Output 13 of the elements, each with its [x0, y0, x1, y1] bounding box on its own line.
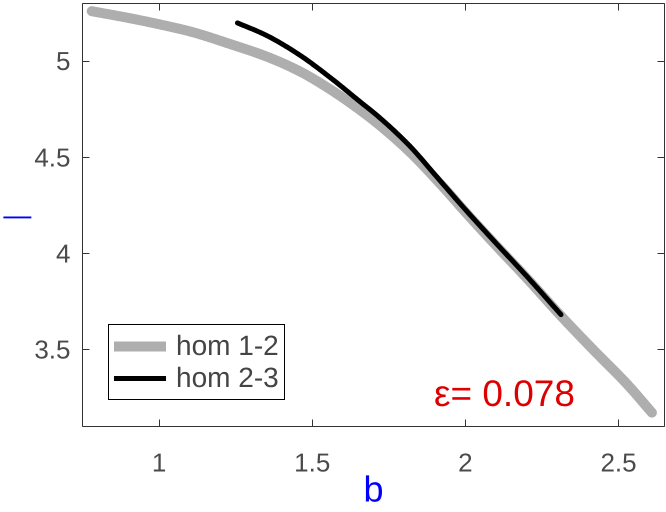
x-tick-label: 2.5 [600, 448, 637, 478]
legend-label: hom 2-3 [176, 362, 279, 394]
y-tick-label: 3.5 [34, 334, 71, 365]
x-tick-label: 1.5 [294, 448, 330, 478]
y-tick-label: 4.5 [34, 142, 71, 172]
y-tick-label: 5 [56, 46, 71, 76]
y-axis-title: — [3, 200, 32, 230]
annotation: ε= 0.078 [434, 373, 575, 414]
x-tick-label: 1 [152, 448, 166, 478]
legend-label: hom 1-2 [176, 330, 279, 362]
y-tick-label: 4 [56, 238, 71, 268]
x-axis-title: b [363, 468, 384, 510]
x-tick-label: 2 [458, 448, 473, 478]
